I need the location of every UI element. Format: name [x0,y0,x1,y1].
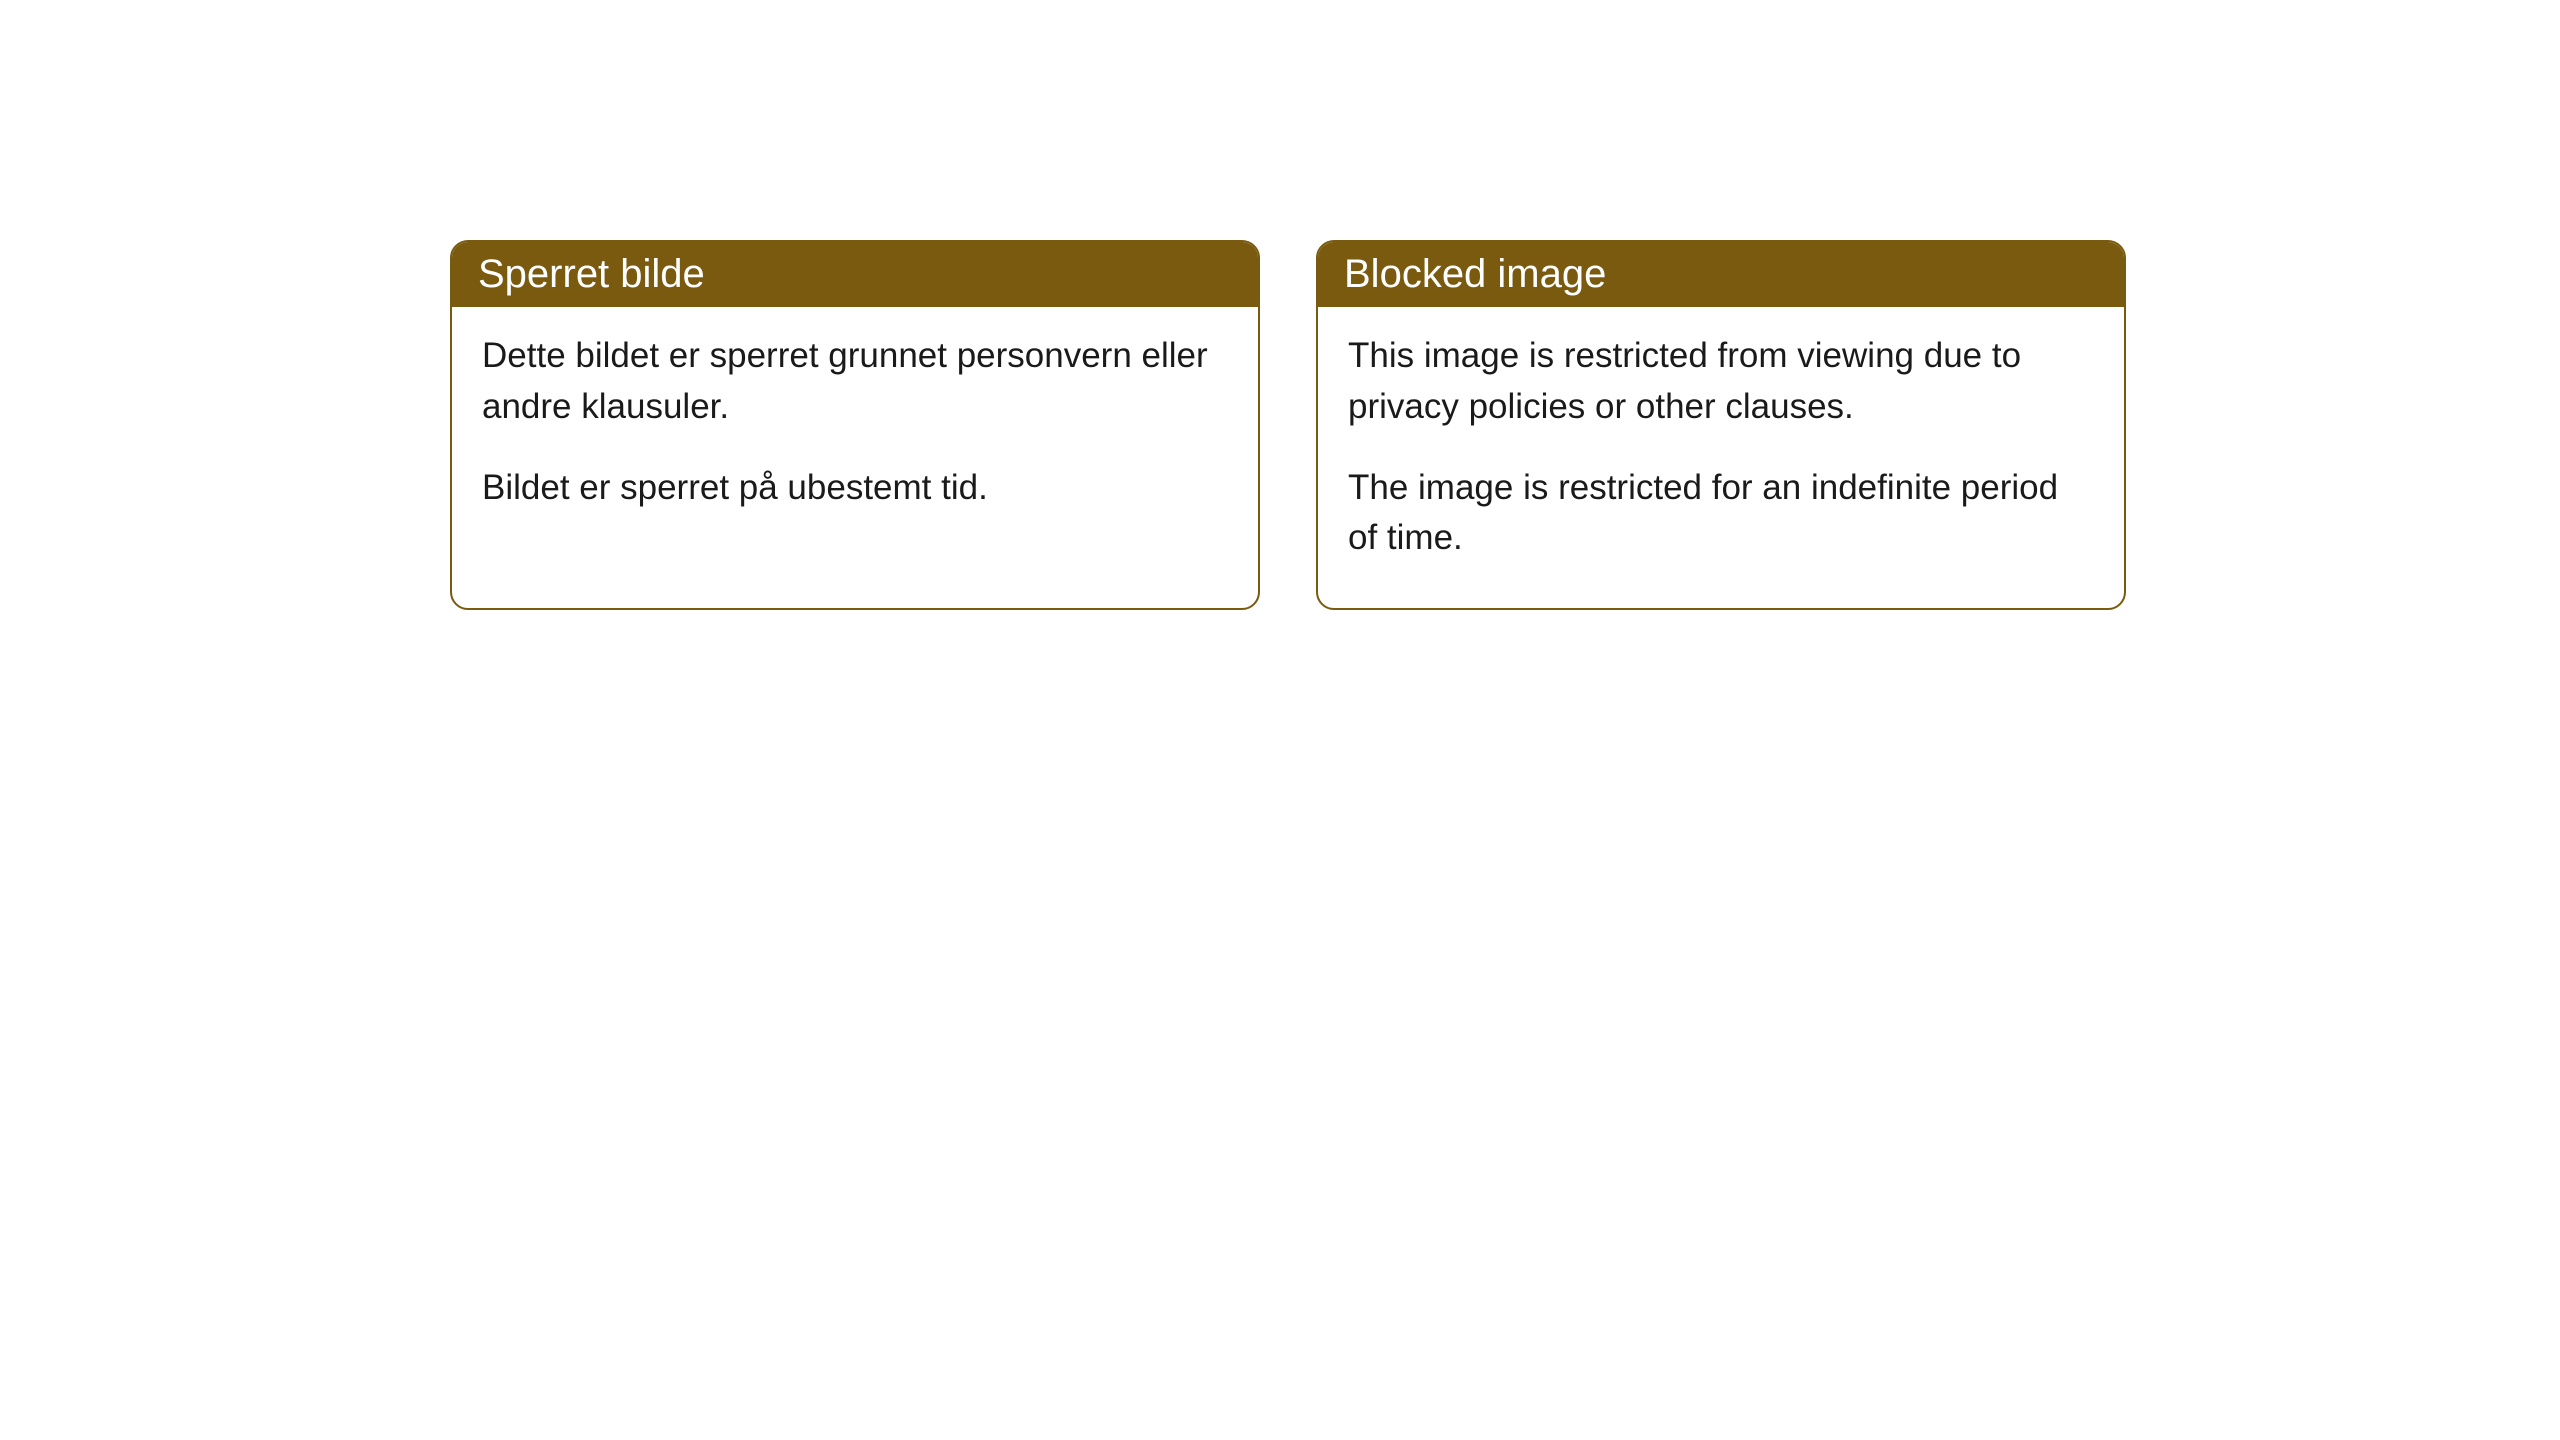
card-body: Dette bildet er sperret grunnet personve… [452,307,1258,557]
card-paragraph: The image is restricted for an indefinit… [1348,463,2094,565]
info-card-english: Blocked image This image is restricted f… [1316,240,2126,610]
info-card-norwegian: Sperret bilde Dette bildet er sperret gr… [450,240,1260,610]
card-paragraph: Bildet er sperret på ubestemt tid. [482,463,1228,514]
cards-container: Sperret bilde Dette bildet er sperret gr… [450,240,2126,610]
card-body: This image is restricted from viewing du… [1318,307,2124,608]
card-header: Sperret bilde [452,242,1258,307]
card-header: Blocked image [1318,242,2124,307]
card-paragraph: Dette bildet er sperret grunnet personve… [482,331,1228,433]
card-paragraph: This image is restricted from viewing du… [1348,331,2094,433]
